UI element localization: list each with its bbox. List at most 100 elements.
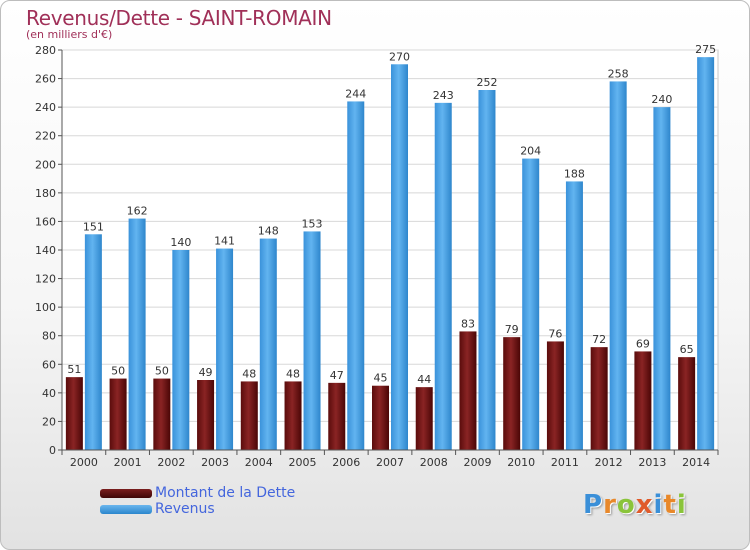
debt-value-label: 50 <box>111 365 125 378</box>
y-tick-label: 140 <box>35 244 56 257</box>
debt-bar <box>284 381 302 450</box>
y-tick-label: 120 <box>35 273 56 286</box>
debt-bar <box>415 387 433 450</box>
revenus-value-label: 252 <box>476 76 497 89</box>
x-tick-label: 2014 <box>682 456 710 469</box>
debt-value-label: 48 <box>286 367 300 380</box>
y-tick-label: 0 <box>49 444 56 457</box>
legend-swatch-debt <box>100 489 152 498</box>
legend-swatch-revenus <box>100 505 152 514</box>
debt-value-label: 65 <box>680 343 694 356</box>
debt-value-label: 79 <box>505 323 519 336</box>
revenus-bar <box>347 101 365 450</box>
axis-layer: 0 20 40 60 80 100 120 140 160 180 200 220 240 260 280 2… <box>35 44 719 469</box>
revenus-value-label: 162 <box>127 205 148 218</box>
x-tick-label: 2011 <box>551 456 579 469</box>
labels-layer: 51 151 50 162 50 140 49 141 48 148 48 153 47 244 45 270… <box>67 43 716 386</box>
debt-value-label: 47 <box>330 369 344 382</box>
debt-value-label: 83 <box>461 317 475 330</box>
logo-letter: P <box>583 490 604 520</box>
x-tick-label: 2004 <box>245 456 273 469</box>
y-tick-label: 200 <box>35 158 56 171</box>
x-tick-label: 2013 <box>638 456 666 469</box>
chart-subtitle: (en milliers d'€) <box>26 28 113 41</box>
logo-letter: t <box>663 490 677 520</box>
revenus-value-label: 270 <box>389 50 410 63</box>
x-tick-label: 2010 <box>507 456 535 469</box>
revenus-value-label: 188 <box>564 167 585 180</box>
y-tick-label: 260 <box>35 73 56 86</box>
revenus-value-label: 153 <box>302 217 323 230</box>
logo-letter: x <box>635 490 654 520</box>
revenus-value-label: 244 <box>345 87 366 100</box>
x-tick-label: 2009 <box>463 456 491 469</box>
x-tick-label: 2001 <box>114 456 142 469</box>
debt-value-label: 45 <box>374 372 388 385</box>
revenus-bar <box>172 250 190 450</box>
bars-layer <box>65 57 715 451</box>
revenus-bar <box>434 102 452 450</box>
revenus-bar <box>259 238 277 450</box>
logo-letter: i <box>676 490 687 520</box>
debt-value-label: 76 <box>548 327 562 340</box>
y-tick-label: 40 <box>42 387 56 400</box>
y-tick-label: 160 <box>35 215 56 228</box>
debt-bar <box>459 331 477 450</box>
debt-bar <box>240 381 258 450</box>
revenus-bar <box>653 107 671 451</box>
x-tick-label: 2005 <box>289 456 317 469</box>
x-tick-label: 2007 <box>376 456 404 469</box>
debt-value-label: 48 <box>242 367 256 380</box>
grid-layer <box>62 49 718 422</box>
revenus-bar <box>128 218 146 450</box>
y-tick-label: 220 <box>35 130 56 143</box>
y-tick-label: 240 <box>35 101 56 114</box>
legend-label-revenus: Revenus <box>155 501 215 517</box>
logo-letter: i <box>653 490 664 520</box>
revenus-value-label: 151 <box>83 220 104 233</box>
debt-bar <box>65 377 83 450</box>
revenus-value-label: 204 <box>520 145 541 158</box>
revenus-bar <box>84 234 102 450</box>
debt-value-label: 69 <box>636 337 650 350</box>
x-tick-label: 2008 <box>420 456 448 469</box>
debt-bar <box>372 385 389 450</box>
revenus-value-label: 141 <box>214 235 235 248</box>
revenus-value-label: 275 <box>695 43 716 56</box>
legend-label-debt: Montant de la Dette <box>155 485 296 501</box>
revenus-bar <box>216 248 234 450</box>
y-tick-label: 100 <box>35 301 56 314</box>
y-tick-label: 80 <box>42 330 56 343</box>
revenus-bar <box>478 90 496 450</box>
revenus-bar <box>391 64 408 451</box>
revenus-value-label: 240 <box>651 93 672 106</box>
x-tick-label: 2006 <box>332 456 360 469</box>
chart-title: Revenus/Dette - SAINT-ROMAIN <box>26 6 332 30</box>
debt-value-label: 51 <box>67 363 81 376</box>
debt-bar <box>328 382 346 450</box>
debt-value-label: 44 <box>417 373 431 386</box>
debt-bar <box>634 351 652 450</box>
y-tick-label: 180 <box>35 187 56 200</box>
x-tick-label: 2003 <box>201 456 229 469</box>
revenus-bar <box>697 57 715 451</box>
debt-bar <box>197 380 215 450</box>
x-tick-label: 2002 <box>157 456 185 469</box>
debt-value-label: 50 <box>155 365 169 378</box>
debt-bar <box>678 357 696 450</box>
debt-value-label: 49 <box>199 366 213 379</box>
revenus-bar <box>565 181 583 450</box>
revenus-bar <box>522 158 540 451</box>
y-tick-label: 20 <box>42 415 56 428</box>
revenus-value-label: 140 <box>170 236 191 249</box>
logo-letter: o <box>616 490 636 520</box>
debt-bar <box>546 341 564 450</box>
debt-bar <box>109 378 127 450</box>
y-tick-label: 60 <box>42 358 56 371</box>
debt-bar <box>590 347 608 450</box>
debt-bar <box>153 378 171 450</box>
logo-letter: r <box>603 490 617 520</box>
revenus-value-label: 243 <box>433 89 454 102</box>
revenus-value-label: 258 <box>608 67 629 80</box>
